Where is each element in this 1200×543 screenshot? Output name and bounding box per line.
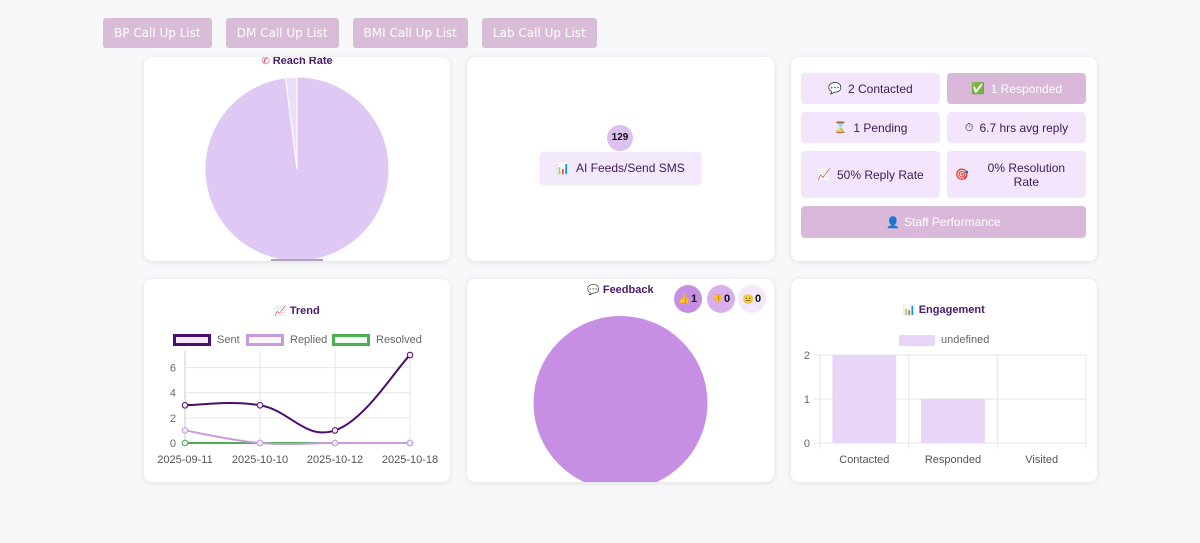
data-point-sent bbox=[181, 401, 189, 409]
trend-lines bbox=[181, 351, 414, 447]
x-tick-label: Visited bbox=[1025, 454, 1058, 466]
line-chart-icon: 📈 bbox=[274, 306, 287, 317]
y-tick-label: 0 bbox=[804, 438, 810, 450]
data-point-replied bbox=[256, 439, 264, 447]
engagement-labels: 0 1 2 Contacted Responded Visited bbox=[804, 350, 1058, 466]
speech-bubble-icon: 💬 bbox=[587, 285, 600, 296]
legend-swatch-replied bbox=[246, 334, 284, 346]
x-tick-label: 2025-09-11 bbox=[157, 454, 212, 466]
legend-replied[interactable]: Replied bbox=[246, 334, 327, 346]
y-tick-label: 2 bbox=[170, 413, 176, 425]
thumbs-up-badge[interactable]: 👍 1 bbox=[674, 285, 702, 313]
reach-rate-card: ✆ Reach Rate bbox=[144, 57, 450, 261]
series-line-sent bbox=[184, 354, 411, 434]
y-tick-label: 4 bbox=[170, 388, 176, 400]
contacted-stat[interactable]: 💬 2 Contacted bbox=[801, 73, 940, 104]
feedback-title: 💬 Feedback bbox=[587, 284, 654, 296]
feedback-slice-positive bbox=[533, 316, 708, 482]
ai-feeds-card: 129 📊 AI Feeds/Send SMS bbox=[467, 57, 774, 261]
speech-bubble-icon: 💬 bbox=[828, 82, 842, 95]
bar-chart-icon: 📊 bbox=[556, 163, 570, 175]
engagement-chart: 0 1 2 Contacted Responded Visited bbox=[804, 350, 1087, 466]
call-up-list-bar: BP Call Up List DM Call Up List BMI Call… bbox=[103, 18, 597, 48]
data-point-replied bbox=[331, 439, 339, 447]
legend-sent[interactable]: Sent bbox=[173, 334, 240, 346]
person-icon: 👤 bbox=[886, 217, 901, 229]
pending-stat[interactable]: ⌛ 1 Pending bbox=[801, 112, 940, 143]
legend-swatch-resolved bbox=[332, 334, 370, 346]
trend-title: 📈 Trend bbox=[274, 305, 320, 317]
target-icon: 🎯 bbox=[955, 168, 969, 181]
y-tick-label: 0 bbox=[170, 438, 176, 450]
lab-call-up-list-button[interactable]: Lab Call Up List bbox=[481, 18, 597, 48]
responded-stat[interactable]: ✅ 1 Responded bbox=[947, 73, 1086, 104]
bp-call-up-list-button[interactable]: BP Call Up List bbox=[103, 18, 212, 48]
engagement-legend[interactable]: undefined bbox=[899, 334, 989, 346]
bar-contacted bbox=[832, 355, 897, 443]
feedback-pie bbox=[533, 316, 708, 482]
dm-call-up-list-button[interactable]: DM Call Up List bbox=[225, 18, 339, 48]
y-tick-label: 6 bbox=[170, 363, 176, 375]
reach-rate-slice-not-reached bbox=[284, 76, 298, 170]
neutral-face-icon: 😐 bbox=[742, 293, 755, 304]
y-tick-label: 1 bbox=[804, 394, 810, 406]
bmi-call-up-list-button[interactable]: BMI Call Up List bbox=[352, 18, 468, 48]
y-tick-label: 2 bbox=[804, 350, 810, 362]
data-point-sent bbox=[331, 427, 339, 434]
count-badge: 129 bbox=[607, 125, 633, 151]
x-tick-label: 2025-10-10 bbox=[232, 454, 288, 466]
bar-responded bbox=[921, 399, 985, 443]
feedback-chart bbox=[533, 316, 708, 482]
trend-card: 📈 Trend Sent Replied Resolved 0 2 4 6 2025-09… bbox=[144, 279, 450, 482]
engagement-bars bbox=[832, 355, 985, 443]
engagement-card: 📊 Engagement undefined 0 1 2 Contacted Respon… bbox=[791, 279, 1097, 482]
reach-rate-pie bbox=[204, 76, 390, 261]
check-icon: ✅ bbox=[970, 82, 985, 95]
feedback-card: 💬 Feedback 👍 1 👎 0 😐 0 bbox=[467, 279, 774, 482]
data-point-replied bbox=[406, 439, 414, 447]
neutral-badge[interactable]: 😐 0 bbox=[738, 285, 766, 313]
legend-resolved[interactable]: Resolved bbox=[332, 334, 422, 346]
x-tick-label: 2025-10-18 bbox=[382, 454, 438, 466]
reach-rate-title: ✆ Reach Rate bbox=[261, 57, 333, 67]
series-line-replied bbox=[184, 429, 410, 446]
stats-card: 💬 2 Contacted ✅ 1 Responded ⌛ 1 Pending ⏱ 6.… bbox=[791, 57, 1097, 261]
staff-performance-button[interactable]: 👤 Staff Performance bbox=[801, 206, 1086, 238]
legend-swatch-sent bbox=[173, 334, 211, 346]
data-point-replied bbox=[181, 427, 189, 434]
hourglass-icon: ⌛ bbox=[833, 121, 848, 134]
x-tick-label: Contacted bbox=[839, 454, 889, 466]
x-tick-label: Responded bbox=[925, 454, 981, 466]
thumbs-down-badge[interactable]: 👎 0 bbox=[707, 285, 735, 313]
bar-chart-icon: 📊 bbox=[903, 305, 916, 316]
avg-reply-stat[interactable]: ⏱ 6.7 hrs avg reply bbox=[947, 112, 1086, 143]
data-point-sent bbox=[256, 401, 264, 409]
x-tick-label: 2025-10-12 bbox=[307, 454, 363, 466]
engagement-legend-swatch bbox=[899, 334, 935, 346]
phone-icon: ✆ bbox=[261, 57, 270, 67]
ai-feeds-send-sms-button[interactable]: 📊 AI Feeds/Send SMS bbox=[540, 152, 701, 184]
trend-chart: 0 2 4 6 2025-09-11 2025-10-10 2025-10-12 2025-1… bbox=[157, 351, 438, 466]
reply-rate-stat[interactable]: 📈 50% Reply Rate bbox=[801, 151, 940, 198]
thumbs-down-icon: 👎 bbox=[711, 293, 724, 304]
data-point-sent bbox=[406, 351, 414, 359]
scrollbar bbox=[271, 259, 323, 261]
data-point-resolved bbox=[181, 439, 189, 447]
reach-rate-chart bbox=[204, 76, 390, 261]
stopwatch-icon: ⏱ bbox=[964, 121, 974, 134]
line-chart-icon: 📈 bbox=[817, 168, 831, 181]
trend-labels: 0 2 4 6 2025-09-11 2025-10-10 2025-10-12 2025-1… bbox=[157, 363, 438, 466]
engagement-title: 📊 Engagement bbox=[903, 304, 985, 316]
thumbs-up-icon: 👍 bbox=[678, 293, 691, 304]
resolution-rate-stat[interactable]: 🎯 0% Resolution Rate bbox=[947, 151, 1086, 198]
